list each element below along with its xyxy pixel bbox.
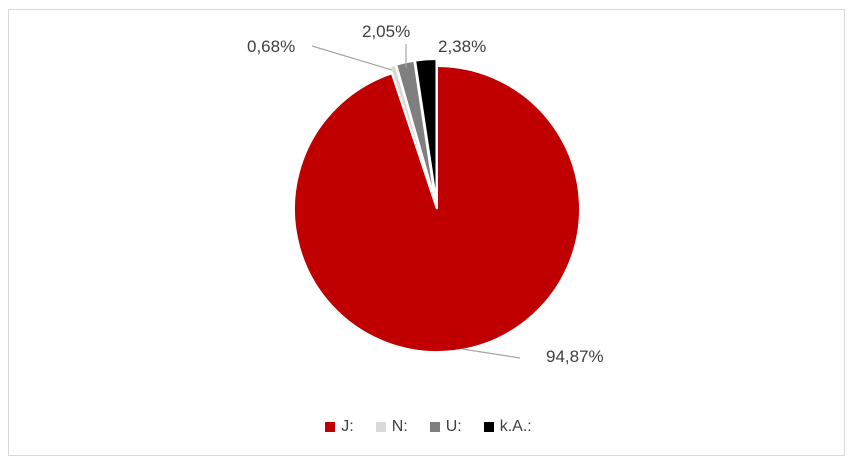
data-label-u: 2,05% [362, 22, 410, 41]
data-label-ka: 2,38% [438, 37, 486, 56]
pie-slice-ka [414, 58, 438, 203]
legend-label-ka: k.A.: [499, 418, 532, 435]
legend-label-n: N: [391, 418, 408, 435]
data-label-j: 94,87% [546, 347, 604, 366]
legend-swatch-j [325, 422, 336, 432]
legend-swatch-ka [483, 422, 494, 432]
legend-item-ka: k.A.: [483, 418, 532, 436]
leader-line-n [311, 45, 393, 71]
legend-swatch-n [375, 422, 386, 432]
leader-line-j [461, 348, 521, 359]
legend-item-n: N: [375, 418, 408, 436]
legend-item-u: U: [429, 418, 462, 436]
pie-slice-j [293, 64, 581, 353]
legend-label-u: U: [445, 418, 462, 435]
data-label-n: 0,68% [247, 37, 295, 56]
legend-item-j: J: [325, 418, 354, 436]
legend-label-j: J: [341, 418, 354, 435]
legend-swatch-u [429, 422, 440, 432]
legend: J: N: U: k.A.: [0, 418, 857, 436]
